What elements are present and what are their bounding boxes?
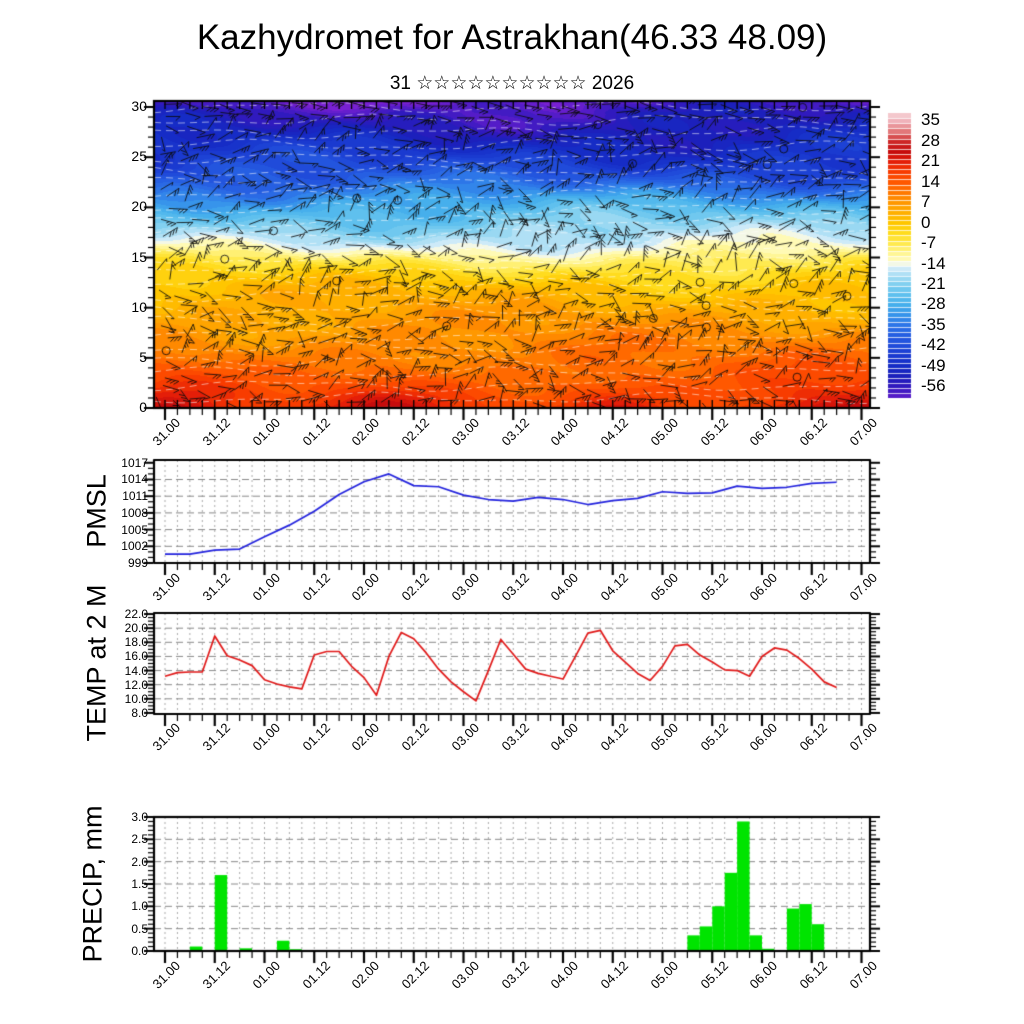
colorbar bbox=[886, 111, 916, 401]
colorbar-tick-label: -35 bbox=[921, 314, 946, 334]
colorbar-tick-label: 0 bbox=[921, 212, 931, 232]
page-title: Kazhydromet for Astrakhan(46.33 48.09) bbox=[196, 18, 828, 57]
colorbar-tick-label: -21 bbox=[921, 274, 946, 293]
date-subtitle: 31 ☆☆☆☆☆☆☆☆☆☆ 2026 bbox=[389, 73, 635, 94]
colorbar-tick-label: -7 bbox=[921, 233, 937, 253]
temperature-cross-section-heatmap bbox=[133, 93, 895, 425]
temp-2m-line-chart bbox=[133, 603, 895, 731]
colorbar-tick-label: 14 bbox=[921, 171, 940, 191]
pmsl-axis-title: PMSL bbox=[81, 474, 112, 548]
colorbar-tick-label: -56 bbox=[921, 376, 946, 396]
colorbar-tick-label: -42 bbox=[921, 335, 946, 355]
colorbar-tick-label: -14 bbox=[921, 253, 946, 273]
temp-axis-title: TEMP at 2 M bbox=[81, 584, 112, 742]
colorbar-tick-label: 28 bbox=[921, 130, 940, 150]
pmsl-line-chart bbox=[133, 450, 895, 580]
precip-axis-title: PRECIP, mm bbox=[77, 805, 108, 963]
colorbar-tick-label: 21 bbox=[921, 151, 940, 171]
colorbar-tick-label: -28 bbox=[921, 294, 946, 314]
precip-bar-chart bbox=[133, 807, 895, 967]
colorbar-tick-label: -49 bbox=[921, 355, 946, 375]
colorbar-tick-label: 35 bbox=[921, 110, 940, 130]
colorbar-tick-label: 7 bbox=[921, 192, 931, 212]
